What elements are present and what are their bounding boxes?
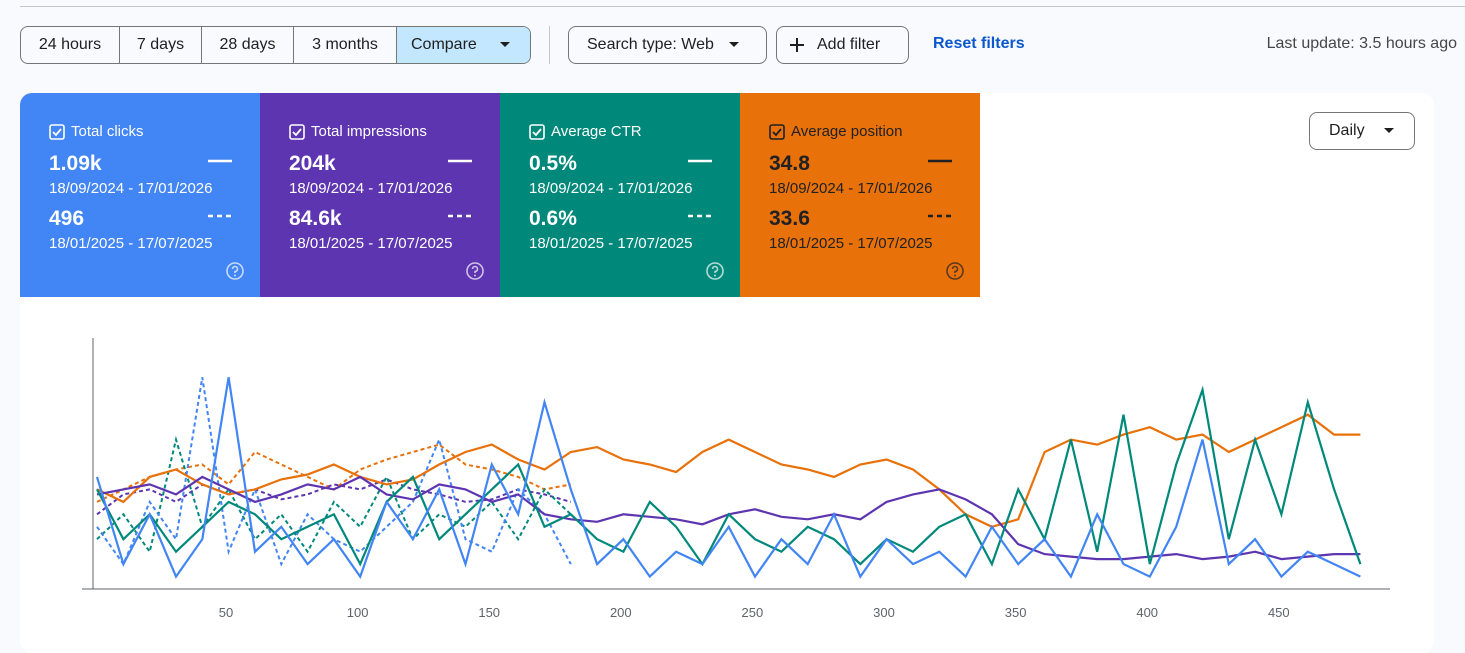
- help-mark: [471, 265, 479, 273]
- metric-value: 0.6%: [529, 207, 577, 230]
- metric-name: Total impressions: [311, 123, 427, 140]
- metric-value: 496: [49, 207, 85, 230]
- help-icon: [946, 262, 964, 280]
- help-icon: [226, 262, 244, 280]
- metric-range: 18/01/2025 - 17/07/2025: [529, 235, 693, 252]
- help-circle: [466, 262, 484, 280]
- compare-label: Compare: [411, 36, 477, 53]
- metric-value: 33.6: [769, 207, 810, 230]
- help-dot: [234, 274, 236, 277]
- x-tick-label: 250: [742, 605, 764, 620]
- checkbox-icon: [49, 124, 65, 140]
- dropdown-icon: [728, 42, 739, 47]
- help-circle: [706, 262, 724, 280]
- range-button[interactable]: 28 days: [202, 27, 294, 63]
- checkbox-check: [292, 128, 302, 137]
- help-dot: [954, 274, 956, 277]
- series-line: [96, 385, 1362, 567]
- x-tick-label: 50: [219, 605, 233, 620]
- x-tick-label: 400: [1136, 605, 1158, 620]
- checkbox-check: [772, 128, 782, 137]
- checkbox-box: [529, 124, 545, 140]
- metric-card[interactable]: Average position 34.8 18/09/2024 - 17/01/2…: [740, 93, 980, 297]
- metric-name: Total clicks: [71, 123, 144, 140]
- checkbox-box: [289, 124, 305, 140]
- help-circle: [946, 262, 964, 280]
- compare-line: [96, 435, 572, 555]
- x-tick-label: 350: [1005, 605, 1027, 620]
- date-range-group: 24 hours 7 days 28 days 3 months Compare: [20, 26, 531, 64]
- x-tick-label: 150: [478, 605, 500, 620]
- x-tick-label: 100: [347, 605, 369, 620]
- metric-name: Average CTR: [551, 123, 642, 140]
- metric-range: 18/01/2025 - 17/07/2025: [769, 235, 933, 252]
- metric-card[interactable]: Total impressions 204k 18/09/2024 - 17/01/…: [260, 93, 500, 297]
- help-dot: [474, 274, 476, 277]
- dropdown-icon: [1383, 128, 1394, 133]
- checkbox-icon: [529, 124, 545, 140]
- performance-panel: Daily Total clicks 1.09k 18/09/2024 - 17/0…: [20, 93, 1434, 653]
- range-button[interactable]: 3 months: [294, 27, 397, 63]
- help-icon: [466, 262, 484, 280]
- metric-value: 0.5%: [529, 152, 577, 175]
- compare-line: [96, 478, 572, 516]
- metric-value: 1.09k: [49, 152, 102, 175]
- help-mark: [231, 265, 239, 273]
- last-update: Last update: 3.5 hours ago: [1266, 35, 1457, 52]
- dropdown-icon: [499, 42, 510, 47]
- checkbox-icon: [289, 124, 305, 140]
- checkbox-check: [52, 128, 62, 137]
- granularity-label: Daily: [1329, 122, 1365, 139]
- help-dot: [714, 274, 716, 277]
- range-button[interactable]: 24 hours: [21, 27, 120, 63]
- help-mark: [711, 265, 719, 273]
- compare-button[interactable]: Compare: [397, 27, 530, 63]
- range-button[interactable]: 7 days: [120, 27, 202, 63]
- add-filter-button[interactable]: Add filter: [776, 26, 909, 64]
- reset-filters-link[interactable]: Reset filters: [933, 35, 1025, 52]
- series-line: [96, 413, 1361, 528]
- chart: 50 100 150 200 250 300 350 400 450: [82, 338, 1390, 620]
- plus-icon: [790, 38, 804, 52]
- checkbox-check: [532, 128, 542, 137]
- x-tick-label: 300: [873, 605, 895, 620]
- metric-range: 18/01/2025 - 17/07/2025: [289, 235, 453, 252]
- line-style-icons: [688, 159, 712, 218]
- metric-value: 84.6k: [289, 207, 342, 230]
- search-type-label: Search type: Web: [587, 36, 714, 53]
- divider: [20, 6, 1465, 7]
- checkbox-box: [49, 124, 65, 140]
- metric-card[interactable]: Total clicks 1.09k 18/09/2024 - 17/01/2026…: [20, 93, 260, 297]
- granularity-button[interactable]: Daily: [1309, 112, 1415, 150]
- x-tick-label: 450: [1268, 605, 1290, 620]
- metric-card[interactable]: Average CTR 0.5% 18/09/2024 - 17/01/2026 0.…: [500, 93, 740, 297]
- help-circle: [226, 262, 244, 280]
- checkbox-box: [769, 124, 785, 140]
- metric-value: 34.8: [769, 152, 810, 175]
- line-style-icons: [448, 159, 472, 218]
- metric-name: Average position: [791, 123, 903, 140]
- page: {"toolbar":{"ranges":["24 hours","7 days…: [20, 6, 1465, 620]
- line-style-icons: [928, 159, 952, 218]
- help-mark: [951, 265, 959, 273]
- help-icon: [706, 262, 724, 280]
- metric-range: 18/09/2024 - 17/01/2026: [289, 180, 453, 197]
- series-line: [96, 475, 1361, 561]
- add-filter-label: Add filter: [817, 36, 881, 53]
- x-tick-label: 200: [610, 605, 632, 620]
- metric-range: 18/09/2024 - 17/01/2026: [769, 180, 933, 197]
- separator: [549, 26, 550, 64]
- metric-range: 18/09/2024 - 17/01/2026: [529, 180, 693, 197]
- checkbox-icon: [769, 124, 785, 140]
- metric-range: 18/01/2025 - 17/07/2025: [49, 235, 213, 252]
- line-style-icons: [208, 159, 232, 218]
- metric-range: 18/09/2024 - 17/01/2026: [49, 180, 213, 197]
- metric-value: 204k: [289, 152, 336, 175]
- search-type-button[interactable]: Search type: Web: [568, 26, 767, 64]
- series-line: [95, 377, 1361, 579]
